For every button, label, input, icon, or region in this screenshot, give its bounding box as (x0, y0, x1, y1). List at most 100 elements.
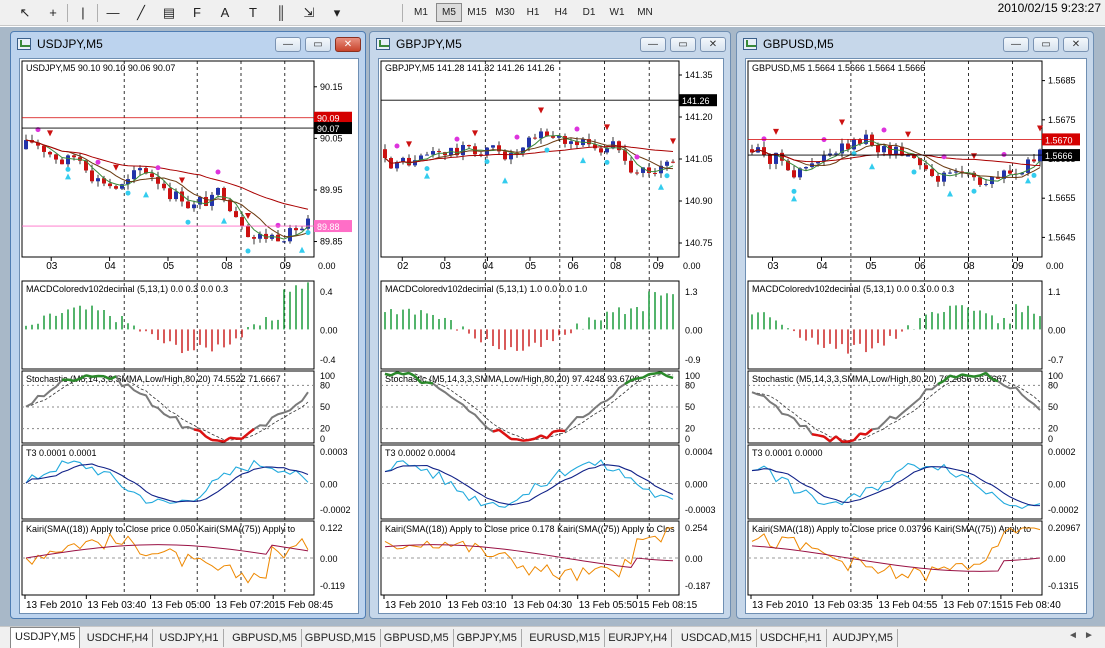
chart-tab[interactable]: USDJPY,H1 (155, 629, 224, 647)
crosshair-icon[interactable]: + (49, 5, 57, 20)
chart-tab[interactable]: GBPJPY,M5 (453, 629, 522, 647)
price-axis-tick: 1.5675 (1048, 115, 1076, 125)
signal-dot (881, 127, 887, 133)
timeframe-m5-button[interactable]: M5 (436, 3, 462, 22)
minimize-button[interactable]: — (275, 37, 301, 52)
stochastic-overbought (408, 371, 416, 378)
window-titlebar[interactable]: USDJPY,M5 — ▭ ✕ (11, 32, 365, 56)
chart-area[interactable]: GBPJPY,M5 141.28 141.32 141.26 141.26 141… (378, 58, 724, 614)
window-titlebar[interactable]: GBPUSD,M5 — ▭ ✕ (737, 32, 1093, 56)
chart-tab[interactable]: USDCAD,M15 (677, 629, 757, 647)
candle (90, 170, 94, 182)
candle (822, 155, 826, 162)
text-icon[interactable]: A (220, 5, 230, 20)
candle (557, 136, 561, 138)
t3-axis-tick: 0.000 (685, 479, 708, 489)
chart-tab[interactable]: USDCHF,H4 (83, 629, 154, 647)
vertical-line-icon[interactable]: | (81, 5, 85, 20)
maximize-button[interactable]: ▭ (670, 37, 696, 52)
dropdown-icon[interactable]: ▾ (333, 4, 341, 20)
chart-area[interactable]: USDJPY,M5 90.10 90.10 90.06 90.07 90.15 90… (19, 58, 359, 614)
candle (66, 155, 70, 165)
signal-dot (484, 159, 490, 165)
toolbar-separator (67, 4, 68, 22)
chart-tab[interactable]: GBPUSD,M5 (228, 629, 302, 647)
kairi-axis-tick: 0.122 (320, 523, 343, 533)
price-axis-tick: 0.00 (1046, 261, 1064, 271)
candle (978, 177, 982, 185)
maximize-button[interactable]: ▭ (1033, 37, 1059, 52)
chart-canvas: GBPJPY,M5 141.28 141.32 141.26 141.26 141… (380, 60, 717, 611)
sell-arrow-icon (1037, 125, 1043, 132)
timeframe-m15-button[interactable]: M15 (467, 7, 487, 18)
server-clock: 2010/02/15 9:23:27 (997, 1, 1101, 15)
time-axis-tick: 13 Feb 07:20 (216, 600, 275, 611)
t3-axis-tick: 0.0002 (1048, 447, 1076, 457)
timeframe-h1-button[interactable]: H1 (526, 7, 540, 18)
chart-window-gbpusd[interactable]: GBPUSD,M5 — ▭ ✕ GBPUSD,M5 1.5664 1.5666 1.56… (736, 31, 1094, 619)
candle (180, 191, 184, 202)
stochastic-axis-tick: 50 (1048, 402, 1058, 412)
chart-window-usdjpy[interactable]: USDJPY,M5 — ▭ ✕ USDJPY,M5 90.10 90.10 90.06 … (10, 31, 366, 619)
channel-icon[interactable]: ▤ (162, 4, 176, 20)
buy-arrow-icon (1025, 177, 1031, 184)
window-titlebar[interactable]: GBPJPY,M5 — ▭ ✕ (370, 32, 730, 56)
chart-tab[interactable]: USDJPY,M5 (10, 627, 81, 648)
timeframe-h4-button[interactable]: H4 (554, 7, 568, 18)
buy-arrow-icon (580, 157, 586, 164)
kairi-long-line (25, 544, 309, 559)
tab-scroll-left-icon[interactable]: ◄ (1068, 630, 1078, 641)
close-button[interactable]: ✕ (335, 37, 361, 52)
chart-tab[interactable]: USDCHF,H1 (756, 629, 827, 647)
fibo-fan-icon[interactable]: ║ (276, 5, 286, 20)
text-label-icon[interactable]: T (249, 5, 257, 20)
stochastic-oversold (516, 438, 524, 442)
close-button[interactable]: ✕ (700, 37, 726, 52)
arrows-icon[interactable]: ⇲ (303, 4, 315, 20)
chart-tab[interactable]: EURUSD,M15 (525, 629, 606, 647)
trendline-icon[interactable]: ╱ (137, 4, 145, 20)
buy-arrow-icon (299, 246, 305, 253)
candle (653, 172, 657, 174)
price-badge (679, 94, 717, 107)
chart-area[interactable]: GBPUSD,M5 1.5664 1.5666 1.5664 1.5666 1.5… (745, 58, 1087, 614)
minimize-button[interactable]: — (1003, 37, 1029, 52)
signal-dot (574, 126, 580, 132)
chart-tab[interactable]: GBPUSD,M15 (301, 629, 381, 647)
timeframe-m1-button[interactable]: M1 (414, 7, 428, 18)
toolbar-separator (97, 4, 98, 22)
t3-slow-line (25, 463, 309, 503)
chart-tab[interactable]: GBPUSD,M5 (380, 629, 454, 647)
stochastic-label: Stochastic (M5,14,3,3,SMMA,Low/High,80,2… (26, 374, 281, 384)
minimize-button[interactable]: — (640, 37, 666, 52)
maximize-button[interactable]: ▭ (305, 37, 331, 52)
chart-tab[interactable]: EURJPY,H4 (604, 629, 673, 647)
chart-window-gbpjpy[interactable]: GBPJPY,M5 — ▭ ✕ GBPJPY,M5 141.28 141.32 141.… (369, 31, 731, 619)
chart-tab[interactable]: AUDJPY,M5 (829, 629, 898, 647)
time-axis-tick: 15 Feb 08:40 (1002, 600, 1061, 611)
price-badge (1042, 133, 1080, 146)
candle (984, 184, 988, 186)
timeframe-d1-button[interactable]: D1 (582, 7, 596, 18)
candle (96, 178, 100, 182)
timeframe-mn-button[interactable]: MN (637, 7, 653, 18)
timeframe-m30-button[interactable]: M30 (495, 7, 515, 18)
tab-scroll-right-icon[interactable]: ► (1084, 630, 1094, 641)
candle (533, 137, 537, 139)
symbol-ohlc-label: GBPUSD,M5 1.5664 1.5666 1.5664 1.5666 (752, 63, 925, 73)
fibonacci-icon[interactable]: F (193, 5, 201, 20)
price-axis-tick: 89.95 (320, 185, 343, 195)
stochastic-oversold (205, 435, 213, 442)
candle (150, 173, 154, 178)
sell-arrow-icon (604, 124, 610, 131)
price-badge (314, 122, 352, 135)
macd-label: MACDColoredv102decimal (5,13,1) 0.0 0.3 … (752, 284, 954, 294)
candle (804, 166, 808, 169)
signal-dot (245, 248, 251, 254)
close-button[interactable]: ✕ (1063, 37, 1089, 52)
signal-dot (634, 154, 640, 160)
timeframe-w1-button[interactable]: W1 (609, 7, 625, 18)
price-axis-tick: 0.00 (318, 261, 336, 271)
cursor-icon[interactable]: ↖ (19, 4, 31, 20)
horizontal-line-icon[interactable]: — (106, 5, 120, 20)
